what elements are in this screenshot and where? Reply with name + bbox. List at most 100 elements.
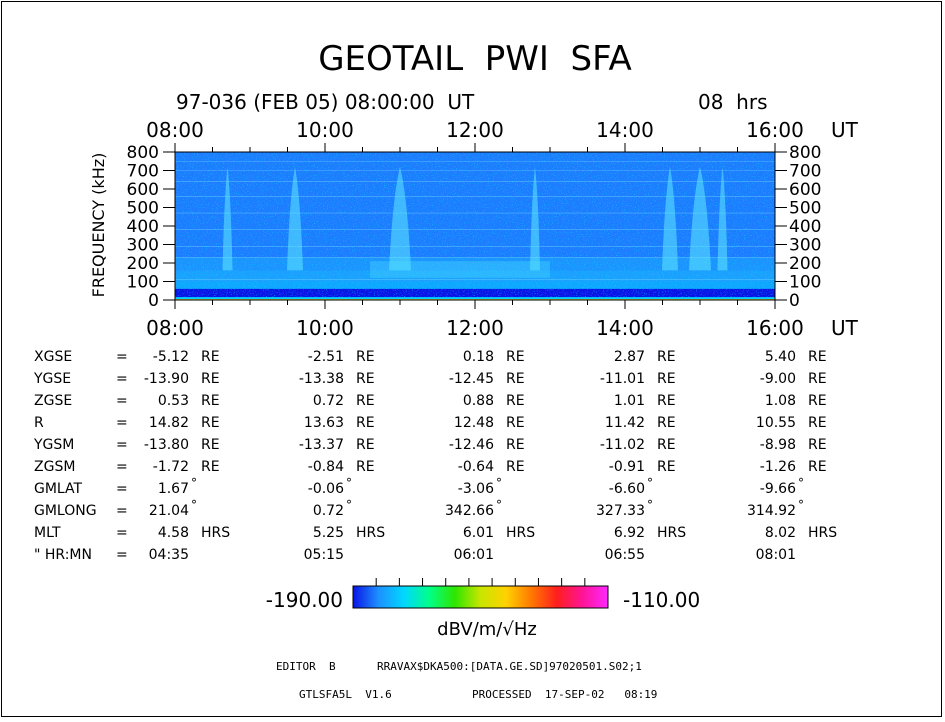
ephemeris-value: -1.26 <box>760 459 796 475</box>
ephemeris-unit: RE <box>201 393 220 409</box>
colorbar <box>352 585 609 609</box>
bottom-axis-unit: UT <box>831 316 859 340</box>
ephemeris-equals: = <box>116 393 128 409</box>
emission-burst <box>287 166 303 271</box>
ephemeris-value: -0.84 <box>308 459 344 475</box>
ephemeris-value: 11.42 <box>605 415 645 431</box>
top-x-tick-label: 12:00 <box>446 118 504 142</box>
ephemeris-unit: RE <box>356 437 375 453</box>
ephemeris-row-label: GMLONG <box>34 503 97 519</box>
colorbar-min-label: -190.00 <box>266 588 343 612</box>
bottom-x-tick-label: 10:00 <box>296 316 354 340</box>
right-y-tick-label: 300 <box>789 236 821 256</box>
processed-stamp: PROCESSED 17-SEP-02 08:19 <box>472 688 657 701</box>
ephemeris-value: 342.66 <box>445 503 494 519</box>
ephemeris-equals: = <box>116 525 128 541</box>
ephemeris-value: 6.01 <box>463 525 494 541</box>
ephemeris-unit: ° <box>191 498 197 512</box>
ephemeris-unit: RE <box>657 371 676 387</box>
ephemeris-value: 0.18 <box>463 349 494 365</box>
left-y-tick-label: 600 <box>127 180 159 200</box>
ephemeris-value: -8.98 <box>760 437 796 453</box>
left-y-tick-label: 300 <box>127 236 159 256</box>
left-y-tick-label: 0 <box>148 291 159 311</box>
ephemeris-row-label: YGSM <box>33 437 74 453</box>
ephemeris-value: 21.04 <box>149 503 189 519</box>
ephemeris-unit: ° <box>346 498 352 512</box>
ephemeris-value: -0.06 <box>308 481 344 497</box>
ephemeris-value: 05:15 <box>304 547 344 563</box>
ephemeris-value: -9.66 <box>760 481 796 497</box>
ephemeris-unit: RE <box>201 437 220 453</box>
ephemeris-value: 2.87 <box>614 349 645 365</box>
y-axis-label: FREQUENCY (kHz) <box>89 153 108 298</box>
ephemeris-value: -1.72 <box>153 459 189 475</box>
bottom-x-tick-label: 08:00 <box>146 316 204 340</box>
ephemeris-unit: HRS <box>506 525 535 541</box>
ephemeris-value: 0.53 <box>158 393 189 409</box>
date-line: 97-036 (FEB 05) 08:00:00 UT <box>176 90 475 114</box>
ephemeris-unit: RE <box>201 459 220 475</box>
file-path: RRAVAX$DKA500:[DATA.GE.SD]97020501.S02;1 <box>377 660 642 673</box>
ephemeris-value: 5.25 <box>313 525 344 541</box>
left-y-tick-label: 500 <box>127 199 159 219</box>
ephemeris-value: -0.64 <box>458 459 494 475</box>
right-y-tick-label: 800 <box>789 143 821 163</box>
ephemeris-unit: RE <box>356 459 375 475</box>
left-y-tick-label: 200 <box>127 254 159 274</box>
right-y-tick-label: 100 <box>789 273 821 293</box>
ephemeris-value: 1.08 <box>765 393 796 409</box>
ephemeris-value: 14.82 <box>149 415 189 431</box>
ephemeris-value: 13.63 <box>304 415 344 431</box>
ephemeris-value: 0.88 <box>463 393 494 409</box>
ephemeris-value: -5.12 <box>153 349 189 365</box>
bottom-x-tick-label: 16:00 <box>746 316 804 340</box>
emission-burst <box>530 166 540 271</box>
ephemeris-value: 06:55 <box>605 547 645 563</box>
top-x-tick-label: 10:00 <box>296 118 354 142</box>
ephemeris-value: 8.02 <box>765 525 796 541</box>
top-x-tick-label: 14:00 <box>596 118 654 142</box>
left-y-tick-label: 400 <box>127 217 159 237</box>
ephemeris-unit: RE <box>657 393 676 409</box>
emission-burst <box>389 166 411 271</box>
ephemeris-unit: RE <box>506 349 525 365</box>
ephemeris-value: 12.48 <box>454 415 494 431</box>
emission-burst <box>222 166 233 271</box>
right-y-tick-label: 700 <box>789 162 821 182</box>
ephemeris-unit: RE <box>201 349 220 365</box>
top-axis-unit: UT <box>831 118 859 142</box>
ephemeris-value: -6.60 <box>609 481 645 497</box>
ephemeris-value: 1.67 <box>158 481 189 497</box>
right-y-tick-label: 200 <box>789 254 821 274</box>
ephemeris-value: 04:35 <box>149 547 189 563</box>
ephemeris-unit: RE <box>506 459 525 475</box>
ephemeris-equals: = <box>116 437 128 453</box>
ephemeris-unit: RE <box>506 371 525 387</box>
ephemeris-unit: HRS <box>356 525 385 541</box>
left-y-tick-label: 100 <box>127 273 159 293</box>
ephemeris-row-label: R <box>34 415 44 431</box>
ephemeris-row-label: MLT <box>34 525 61 541</box>
ephemeris-unit: RE <box>201 371 220 387</box>
ephemeris-equals: = <box>116 503 128 519</box>
ephemeris-unit: RE <box>506 393 525 409</box>
ephemeris-equals: = <box>116 415 128 431</box>
ephemeris-value: 314.92 <box>747 503 796 519</box>
ephemeris-row-label: ZGSE <box>34 393 72 409</box>
ephemeris-unit: RE <box>356 393 375 409</box>
ephemeris-value: 0.72 <box>313 503 344 519</box>
editor-label: EDITOR B <box>276 660 336 673</box>
ephemeris-unit: RE <box>808 371 827 387</box>
ephemeris-value: -11.02 <box>600 437 645 453</box>
ephemeris-unit: RE <box>356 371 375 387</box>
ephemeris-unit: RE <box>808 349 827 365</box>
ephemeris-row-label: " HR:MN <box>34 547 92 563</box>
ephemeris-unit: RE <box>808 459 827 475</box>
ephemeris-value: -12.46 <box>449 437 494 453</box>
left-y-tick-label: 800 <box>127 143 159 163</box>
ephemeris-unit: HRS <box>657 525 686 541</box>
right-y-tick-label: 400 <box>789 217 821 237</box>
